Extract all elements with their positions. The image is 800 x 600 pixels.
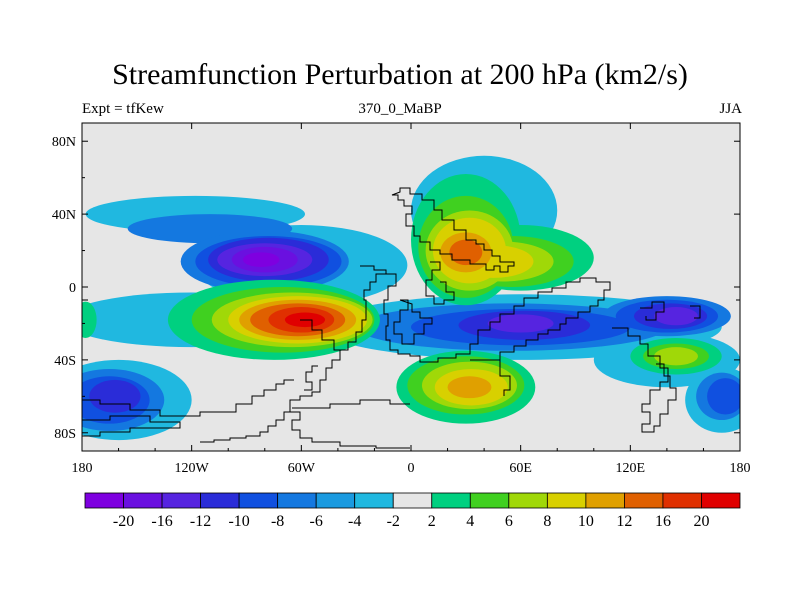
colorbar-label: -8 — [271, 513, 284, 530]
colorbar-label: 2 — [428, 513, 436, 530]
center-subtitle: 370_0_MaBP — [358, 101, 442, 117]
colorbar-label: -16 — [151, 513, 172, 530]
colorbar-label: -2 — [387, 513, 400, 530]
contour-region — [449, 239, 483, 266]
colorbar-label: -4 — [348, 513, 361, 530]
colorbar-box — [238, 492, 279, 509]
colorbar-label: 16 — [655, 513, 671, 530]
colorbar-box — [392, 492, 433, 509]
x-tick-label: 120E — [616, 461, 646, 476]
chart-title: Streamfunction Perturbation at 200 hPa (… — [112, 58, 688, 91]
colorbar-box — [161, 492, 201, 509]
y-axis: 80N 40N 0 40S 80S — [52, 135, 740, 442]
colorbar-label: 10 — [578, 513, 594, 530]
y-tick-label: 40S — [54, 354, 76, 369]
colorbar-label: 20 — [693, 513, 709, 530]
colorbar-label: 6 — [505, 513, 513, 530]
x-tick-label: 180 — [72, 461, 93, 476]
contour-region — [707, 378, 740, 415]
x-tick-label: 180 — [730, 461, 751, 476]
colorbar-box — [469, 492, 510, 509]
left-subtitle: Expt = tfKew — [82, 101, 164, 117]
contour-region — [447, 376, 492, 399]
colorbar-box — [84, 492, 124, 509]
contour-region — [242, 252, 280, 267]
colorbar-box — [701, 492, 741, 509]
contour-region — [89, 379, 141, 413]
colorbar-box — [546, 492, 587, 509]
contour-region — [654, 307, 698, 326]
colorbar-label: -10 — [228, 513, 249, 530]
x-tick-label: 60E — [509, 461, 532, 476]
colorbar-box — [508, 492, 548, 509]
colorbar-box — [123, 492, 163, 509]
x-tick-label: 60W — [288, 461, 316, 476]
y-tick-label: 0 — [69, 281, 76, 296]
x-tick-label: 120W — [175, 461, 210, 476]
contour-region — [654, 347, 698, 366]
y-tick-label: 80N — [52, 135, 76, 150]
colorbar-label: -12 — [190, 513, 211, 530]
coastline-outline — [82, 187, 740, 449]
contour-region — [82, 301, 97, 339]
colorbar-box — [624, 492, 664, 509]
x-axis: 180 120W 60W 0 60E 120E 180 — [72, 123, 751, 476]
colorbar-box — [200, 492, 240, 509]
colorbar-box — [431, 492, 471, 509]
y-tick-label: 80S — [54, 427, 76, 442]
streamfunction-field — [82, 155, 740, 441]
colorbar-box — [315, 492, 356, 509]
colorbar-box — [585, 492, 625, 509]
colorbar-box — [277, 492, 317, 509]
contour-level-neg20 — [242, 252, 280, 267]
colorbar-label: 8 — [543, 513, 551, 530]
colorbar-box — [354, 492, 394, 509]
colorbar-label: 4 — [466, 513, 474, 530]
colorbar: -20 -16 -12 -10 -8 -6 -4 -2 2 4 6 8 10 12 16 20 — [84, 492, 741, 530]
contour-region — [487, 314, 554, 333]
colorbar-box — [662, 492, 702, 509]
x-tick-label: 0 — [408, 461, 415, 476]
colorbar-label: 12 — [616, 513, 632, 530]
colorbar-label: -6 — [310, 513, 323, 530]
right-subtitle: JJA — [719, 101, 742, 117]
colorbar-label: -20 — [113, 513, 134, 530]
y-tick-label: 40N — [52, 208, 76, 223]
